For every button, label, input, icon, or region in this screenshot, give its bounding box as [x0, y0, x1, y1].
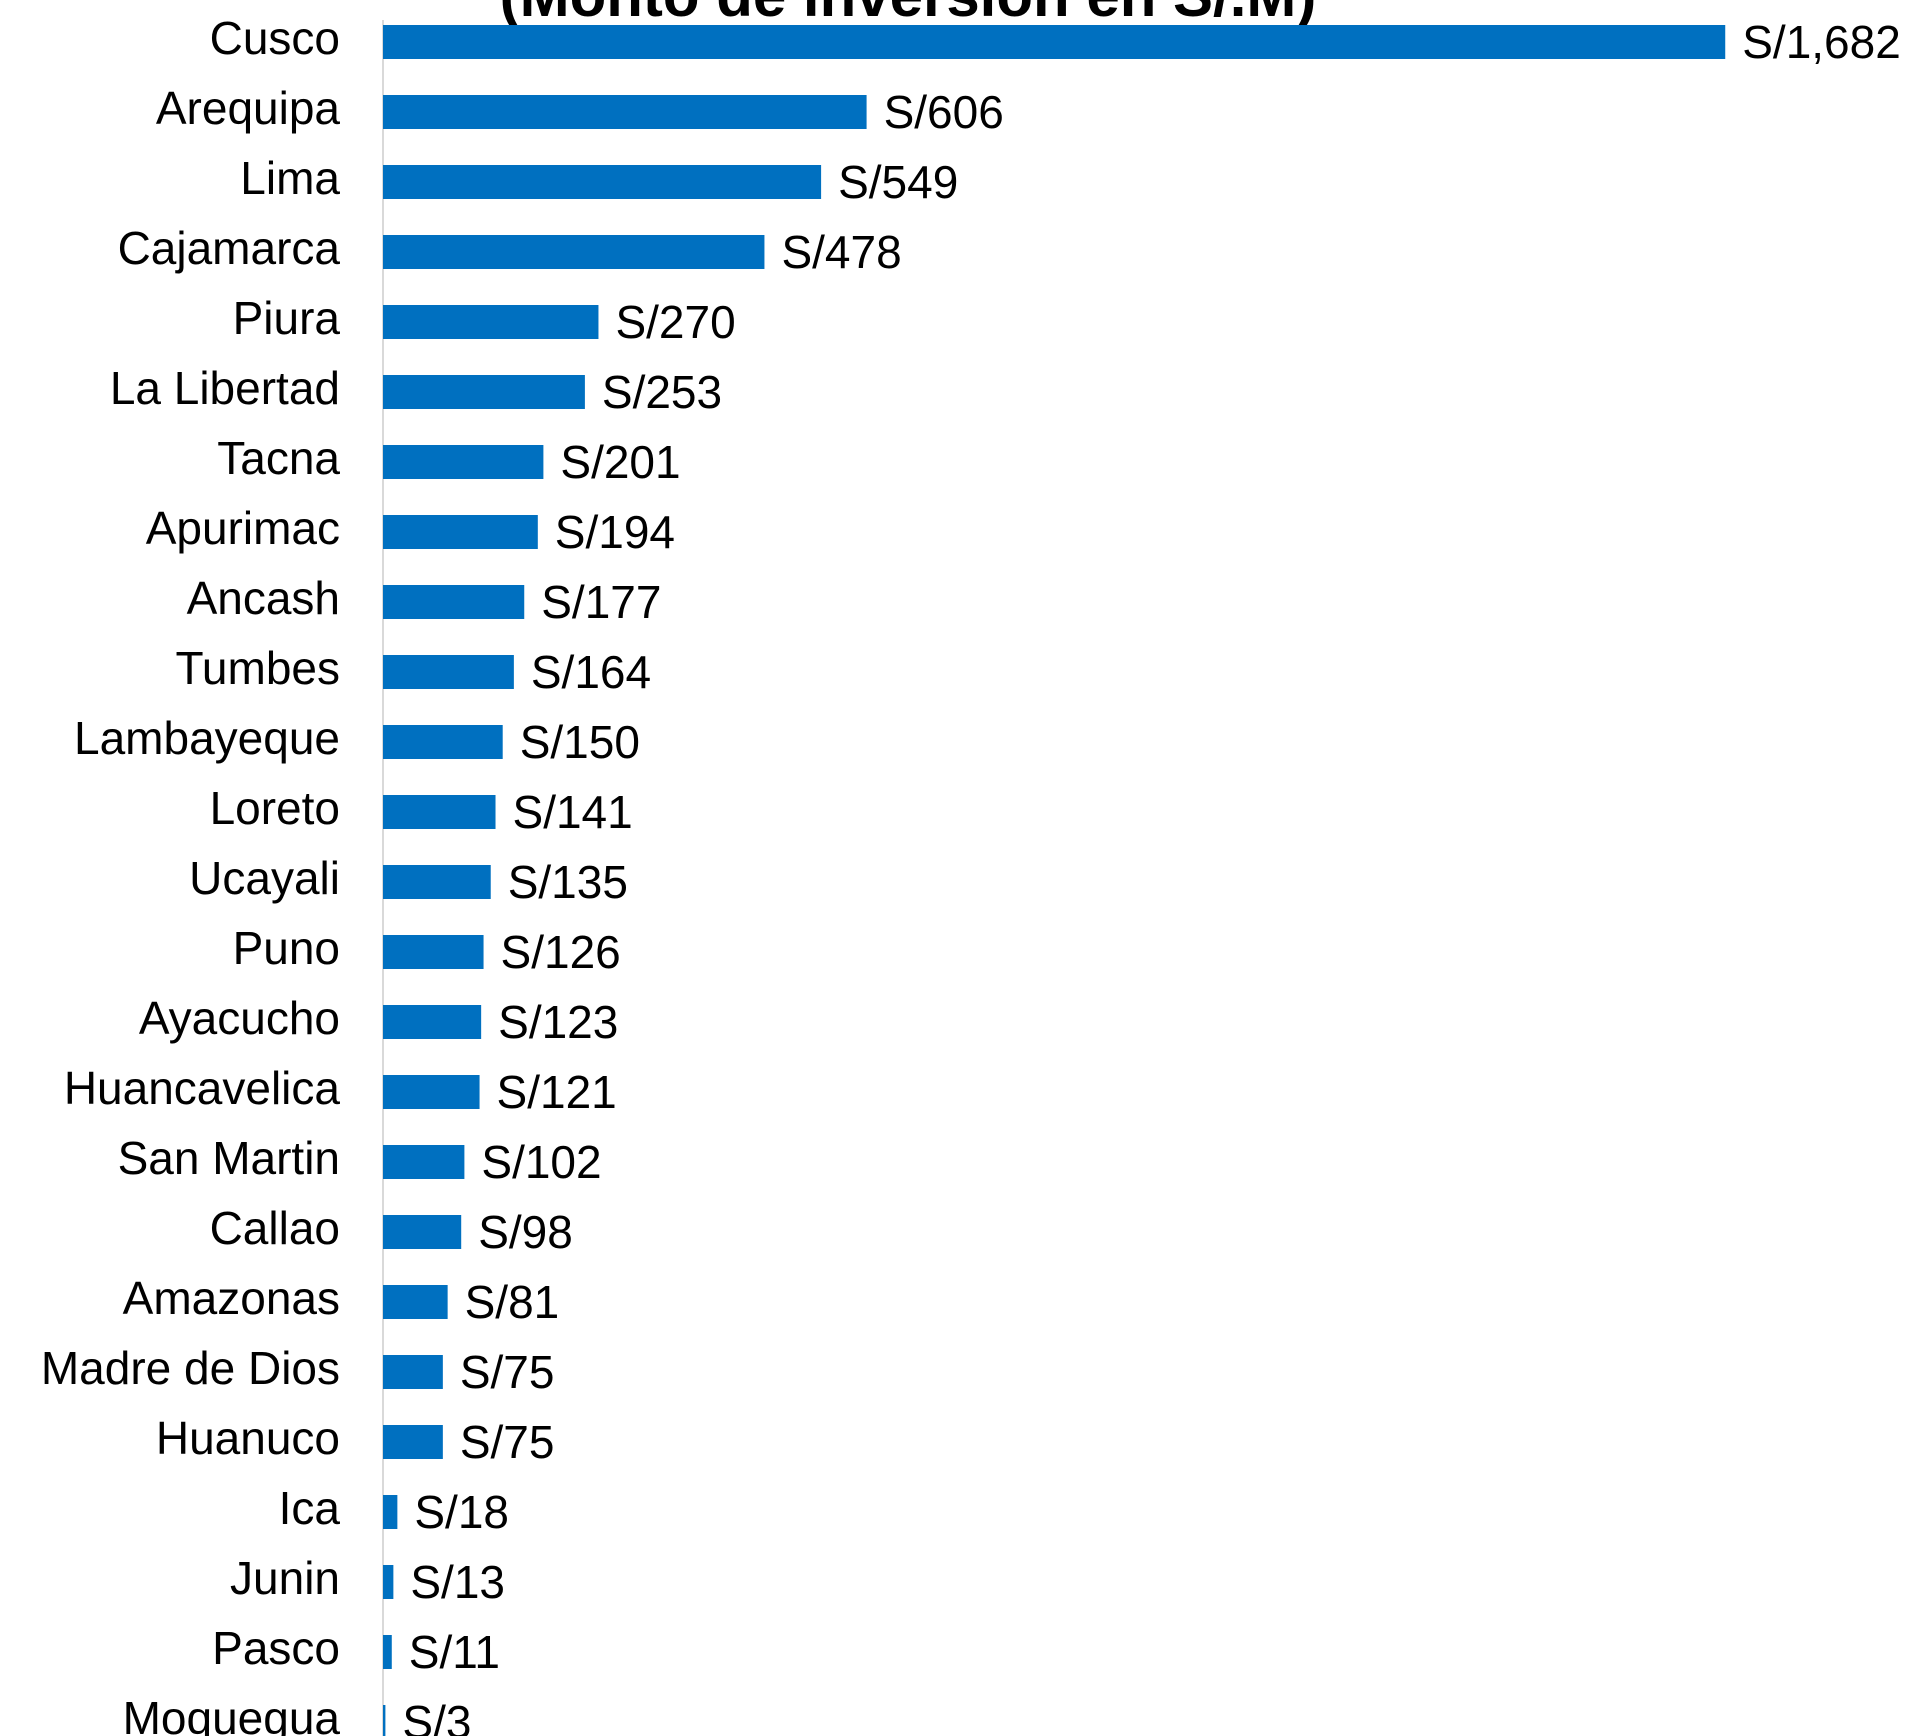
- category-label: Huancavelica: [64, 1062, 341, 1114]
- category-label: Moquegua: [123, 1692, 341, 1736]
- bar: [383, 1565, 394, 1599]
- category-label: Amazonas: [123, 1272, 340, 1324]
- value-label: S/135: [508, 856, 628, 908]
- value-label: S/123: [498, 996, 618, 1048]
- category-label: Apurimac: [146, 502, 340, 554]
- value-label: S/3: [402, 1696, 471, 1736]
- bar: [383, 585, 525, 619]
- category-label: Tumbes: [176, 642, 340, 694]
- value-label: S/81: [465, 1276, 560, 1328]
- bar: [383, 1705, 386, 1736]
- value-label: S/102: [481, 1136, 601, 1188]
- category-label: Madre de Dios: [41, 1342, 340, 1394]
- category-label: Cajamarca: [118, 222, 341, 274]
- bar: [383, 515, 538, 549]
- value-label: S/98: [478, 1206, 573, 1258]
- value-label: S/75: [460, 1416, 555, 1468]
- value-label: S/549: [838, 156, 958, 208]
- bar: [383, 1635, 392, 1669]
- bar: [383, 1075, 480, 1109]
- bar: [383, 725, 503, 759]
- value-label: S/201: [560, 436, 680, 488]
- bar: [383, 795, 496, 829]
- value-label: S/126: [501, 926, 621, 978]
- category-label: Tacna: [217, 432, 340, 484]
- bar: [383, 165, 822, 199]
- value-label: S/1,682: [1742, 16, 1901, 68]
- category-label: Ancash: [187, 572, 340, 624]
- bar: [383, 1005, 482, 1039]
- category-label: Huanuco: [156, 1412, 340, 1464]
- bar: [383, 865, 491, 899]
- value-label: S/478: [781, 226, 901, 278]
- category-label: Loreto: [210, 782, 340, 834]
- category-label: Arequipa: [156, 82, 341, 134]
- category-label: Pasco: [212, 1622, 340, 1674]
- value-label: S/121: [497, 1066, 617, 1118]
- bar: [383, 95, 867, 129]
- category-label: San Martin: [118, 1132, 340, 1184]
- category-label: Callao: [210, 1202, 340, 1254]
- category-label: Junin: [230, 1552, 340, 1604]
- value-label: S/13: [410, 1556, 505, 1608]
- category-label: Cusco: [210, 12, 340, 64]
- value-label: S/141: [513, 786, 633, 838]
- value-label: S/150: [520, 716, 640, 768]
- category-label: Puno: [233, 922, 340, 974]
- value-label: S/270: [615, 296, 735, 348]
- chart-title: (Monto de inversión en S/.M): [500, 0, 1317, 29]
- bar: [383, 305, 599, 339]
- value-label: S/606: [884, 86, 1004, 138]
- bar: [383, 445, 544, 479]
- bar: [383, 1145, 465, 1179]
- value-label: S/18: [414, 1486, 509, 1538]
- category-label: La Libertad: [110, 362, 340, 414]
- category-label: Ucayali: [189, 852, 340, 904]
- bar: [383, 935, 484, 969]
- value-label: S/194: [555, 506, 675, 558]
- category-label: Lima: [240, 152, 340, 204]
- bar: [383, 1355, 443, 1389]
- bar: [383, 655, 514, 689]
- value-label: S/164: [531, 646, 651, 698]
- category-label: Lambayeque: [74, 712, 340, 764]
- value-label: S/11: [409, 1626, 500, 1678]
- value-label: S/75: [460, 1346, 555, 1398]
- value-label: S/253: [602, 366, 722, 418]
- category-label: Ayacucho: [139, 992, 340, 1044]
- category-label: Piura: [233, 292, 341, 344]
- bar: [383, 25, 1726, 59]
- bar: [383, 1215, 462, 1249]
- category-label: Ica: [279, 1482, 341, 1534]
- bar: [383, 235, 765, 269]
- value-label: S/177: [541, 576, 661, 628]
- bar: [383, 1495, 398, 1529]
- bar: [383, 375, 585, 409]
- bar: [383, 1285, 448, 1319]
- bar: [383, 1425, 443, 1459]
